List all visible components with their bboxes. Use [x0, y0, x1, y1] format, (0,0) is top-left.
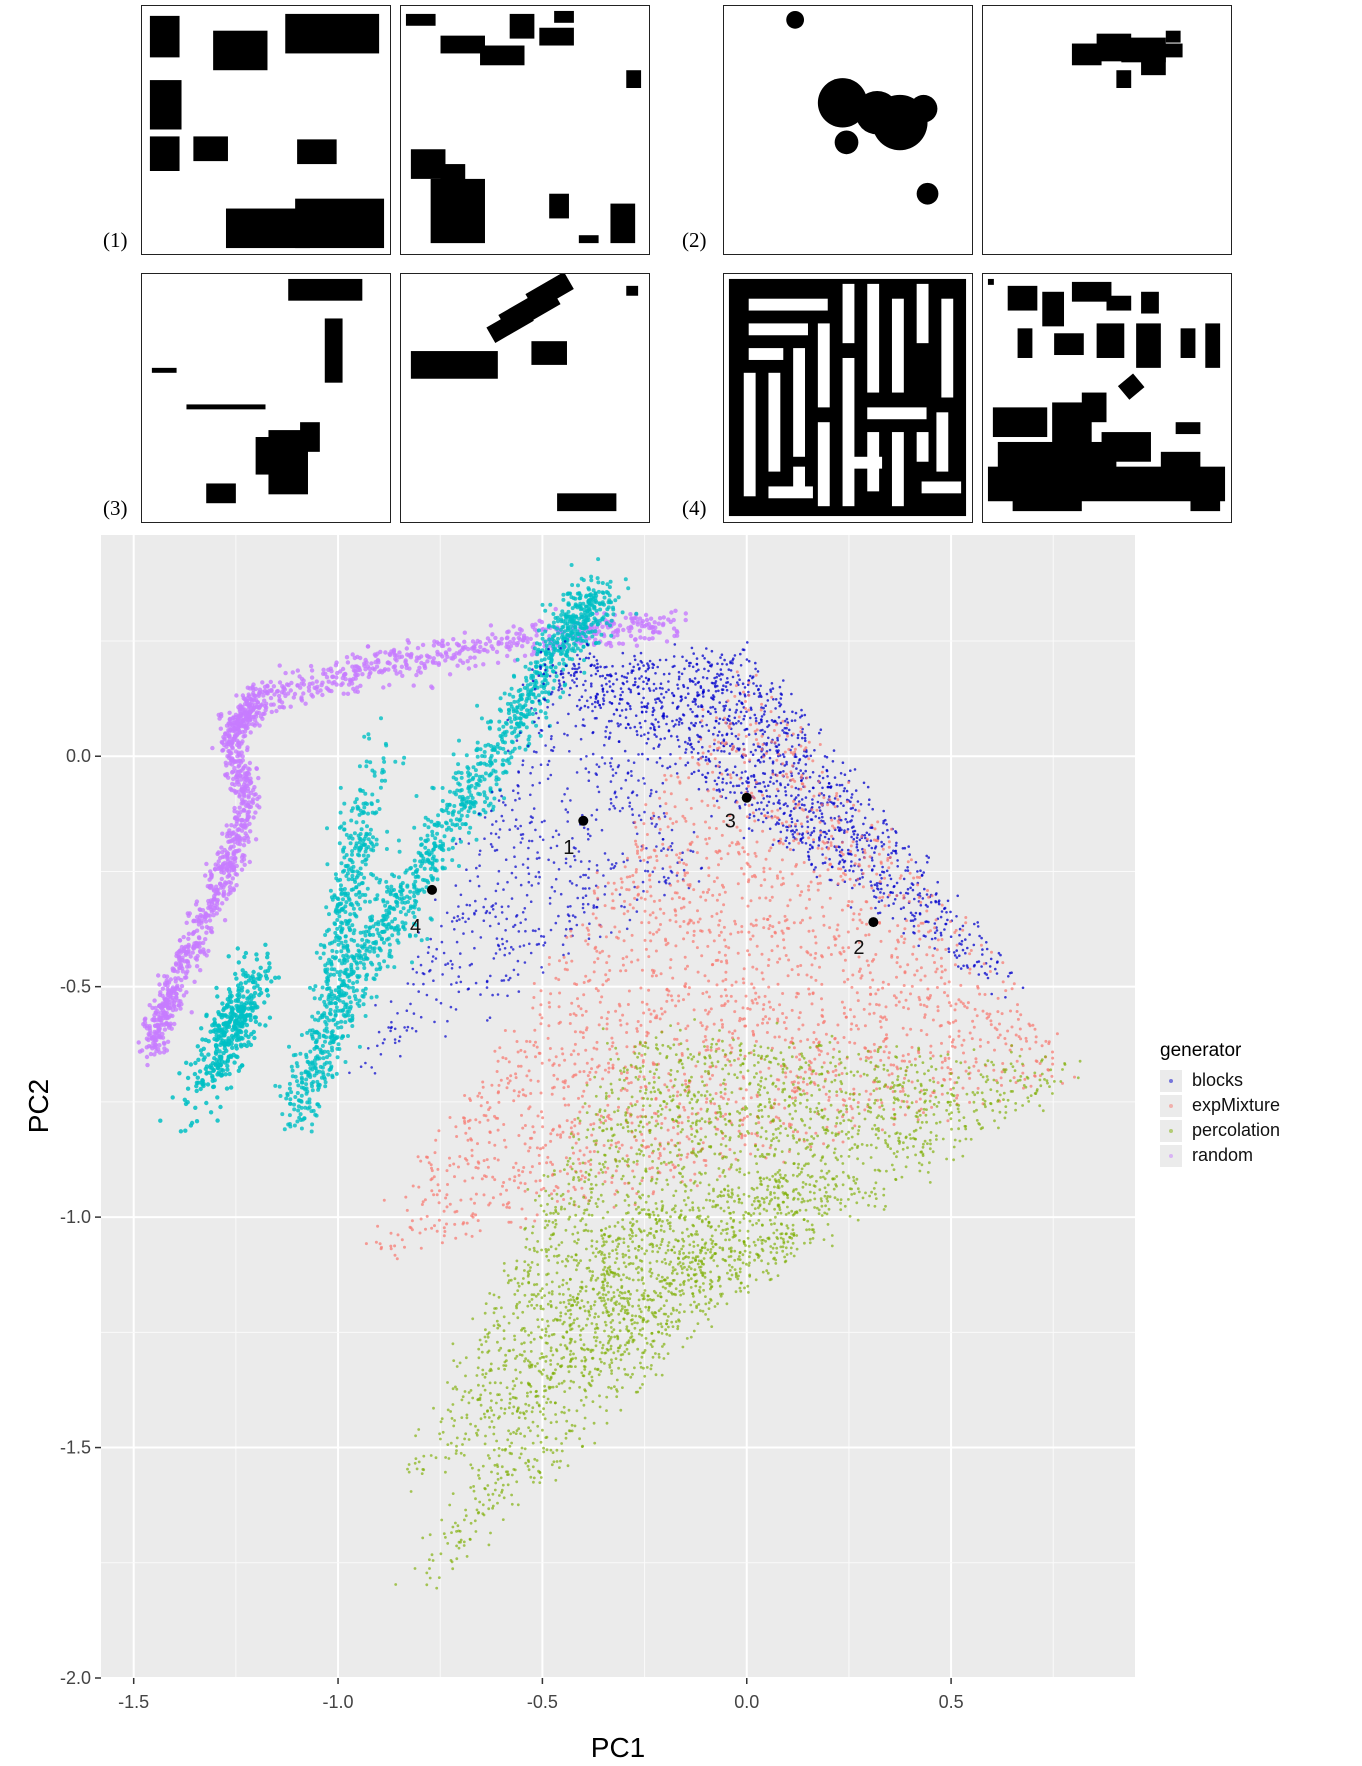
y-tick-label: 0.0 — [66, 746, 91, 766]
sample-panel-3b — [400, 273, 650, 523]
cloud-teal-blob — [158, 942, 281, 1134]
x-axis-title: PC1 — [591, 1732, 645, 1763]
legend-label-random: random — [1192, 1145, 1254, 1165]
sample-panel-1a — [141, 5, 391, 255]
highlight-point-4 — [427, 884, 437, 895]
y-tick-label: -1.5 — [60, 1438, 91, 1458]
highlight-label-3: 3 — [725, 811, 736, 833]
x-tick-label: -1.0 — [323, 1692, 354, 1712]
legend-key-blocks — [1160, 1069, 1182, 1092]
legend-item-random: random — [1160, 1143, 1280, 1168]
highlight-label-1: 1 — [563, 837, 574, 859]
highlight-point-2 — [868, 917, 879, 928]
legend-item-blocks: blocks — [1160, 1068, 1280, 1093]
y-axis-title: PC2 — [23, 1079, 54, 1133]
legend-key-random — [1160, 1144, 1182, 1167]
sample-panel-4b — [982, 273, 1232, 523]
sample-panel-1b — [400, 5, 650, 255]
y-tick-label: -0.5 — [60, 977, 91, 997]
highlight-point-1 — [578, 815, 589, 826]
legend: generator blocks expMixture percolation … — [1160, 1040, 1280, 1168]
x-tick-label: 0.0 — [734, 1692, 759, 1712]
cloud-percolation-tail — [394, 1162, 865, 1590]
scatter-clouds — [136, 557, 1082, 1590]
sample-panel-2b — [982, 5, 1232, 255]
highlight-point-3 — [741, 792, 752, 803]
cloud-random — [136, 606, 688, 1068]
cloud-teal-main — [273, 557, 639, 1134]
x-tick-label: 0.5 — [939, 1692, 964, 1712]
x-tick-label: -1.5 — [118, 1692, 149, 1712]
axes: -1.5 -1.0 -0.5 0.0 0.5 -2.0 -1.5 -1.0 -0.5 0.0 — [60, 746, 964, 1712]
highlight-label-4: 4 — [410, 916, 421, 938]
legend-item-percolation: percolation — [1160, 1118, 1280, 1143]
panel-label-2: (2) — [682, 228, 707, 252]
panel-label-1: (1) — [103, 228, 128, 252]
sample-panel-4a — [723, 273, 973, 523]
legend-item-expmixture: expMixture — [1160, 1093, 1280, 1118]
cloud-blocks — [521, 641, 1025, 999]
legend-label-blocks: blocks — [1192, 1070, 1244, 1090]
sample-panel-2a — [723, 5, 973, 255]
panel-label-4: (4) — [682, 496, 707, 520]
legend-title: generator — [1160, 1040, 1242, 1061]
y-tick-label: -1.0 — [60, 1207, 91, 1227]
cloud-teal-streak — [308, 716, 407, 1088]
highlighted-points: 1 2 3 4 — [410, 792, 879, 959]
legend-key-percolation — [1160, 1119, 1182, 1142]
cloud-blocks-left — [348, 640, 704, 1075]
legend-key-expmixture — [1160, 1094, 1182, 1117]
sample-panel-3a — [141, 273, 391, 523]
x-tick-label: -0.5 — [527, 1692, 558, 1712]
cloud-expmixture — [364, 670, 1076, 1261]
cloud-percolation — [406, 1018, 1082, 1493]
panel-label-3: (3) — [103, 496, 128, 520]
y-tick-label: -2.0 — [60, 1668, 91, 1688]
highlight-label-2: 2 — [853, 937, 864, 959]
legend-label-expmixture: expMixture — [1192, 1095, 1281, 1115]
legend-label-percolation: percolation — [1192, 1120, 1281, 1140]
